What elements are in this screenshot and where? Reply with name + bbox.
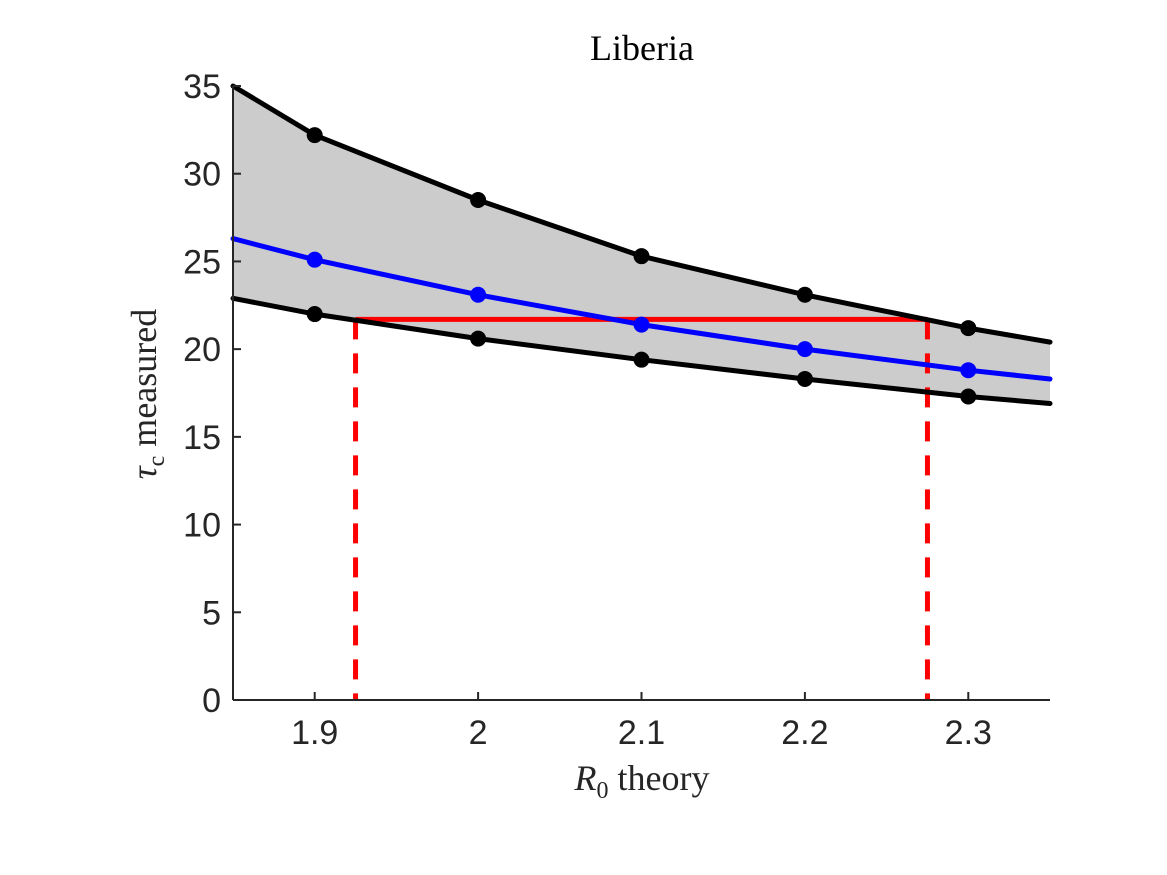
y-axis-label: τc measured <box>124 309 170 479</box>
middle-marker <box>306 251 323 268</box>
middle-marker <box>960 362 977 379</box>
y-tick-label: 35 <box>183 68 221 106</box>
y-tick-label: 25 <box>183 243 221 281</box>
upper-marker <box>796 286 813 303</box>
lower-marker <box>796 370 813 387</box>
confidence-band <box>233 86 1050 404</box>
x-tick-label: 2.1 <box>618 714 665 752</box>
y-tick-label: 0 <box>202 682 221 720</box>
upper-marker <box>470 192 487 209</box>
upper-marker <box>306 127 323 144</box>
x-tick-label: 2.2 <box>781 714 828 752</box>
upper-marker <box>960 320 977 337</box>
plot-area <box>230 83 1053 700</box>
middle-marker <box>633 316 650 333</box>
y-tick-label: 10 <box>183 507 221 545</box>
lower-marker <box>470 330 487 347</box>
x-axis-label: R0 theory <box>574 758 710 804</box>
x-tick-label: 2.3 <box>945 714 992 752</box>
chart-title: Liberia <box>590 28 694 68</box>
series-markers <box>306 127 977 405</box>
y-tick-label: 15 <box>183 419 221 457</box>
x-ticks: 1.9 2 2.1 2.2 2.3 <box>291 692 992 752</box>
middle-marker <box>796 341 813 358</box>
y-tick-label: 5 <box>202 594 221 632</box>
lower-marker <box>633 351 650 368</box>
y-ticks: 0 5 10 15 20 25 30 35 <box>183 68 241 720</box>
lower-marker <box>306 306 323 323</box>
x-tick-label: 2 <box>469 714 488 752</box>
y-tick-label: 20 <box>183 331 221 369</box>
middle-marker <box>470 286 487 303</box>
x-tick-label: 1.9 <box>291 714 338 752</box>
y-tick-label: 30 <box>183 156 221 194</box>
lower-marker <box>960 388 977 405</box>
axes: 1.9 2 2.1 2.2 2.3 0 5 10 15 20 25 30 35 <box>183 68 1050 752</box>
upper-marker <box>633 248 650 265</box>
